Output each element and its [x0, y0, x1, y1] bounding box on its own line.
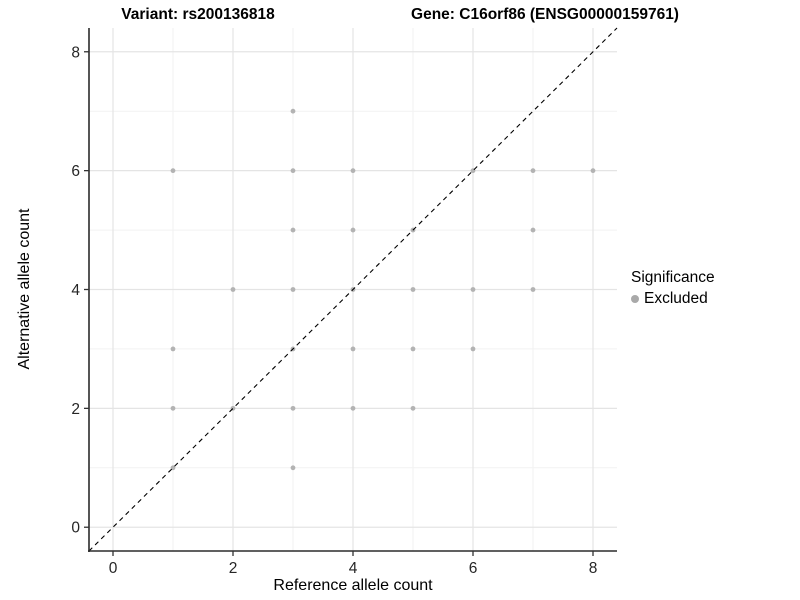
variant-title: Variant: rs200136818 — [121, 6, 275, 23]
data-point — [350, 168, 356, 174]
data-point — [290, 287, 296, 292]
data-point — [590, 168, 596, 174]
y-tick-label: 0 — [71, 520, 80, 537]
gene-title: Gene: C16orf86 (ENSG00000159761) — [411, 6, 679, 23]
x-tick-label: 0 — [109, 560, 118, 577]
data-point — [470, 287, 476, 292]
data-point — [530, 227, 536, 233]
identity-dashed-line — [88, 27, 618, 552]
y-tick-label: 6 — [71, 163, 80, 180]
data-point — [170, 465, 176, 471]
data-point — [530, 168, 536, 174]
data-point — [170, 346, 176, 352]
x-tick-label: 8 — [589, 560, 598, 577]
data-point — [290, 405, 296, 411]
data-point — [230, 287, 236, 292]
y-tick-label: 2 — [71, 401, 80, 418]
data-point — [350, 346, 356, 352]
legend-item-excluded: Excluded — [631, 290, 715, 308]
y-axis-title-anchor: Alternative allele count — [16, 209, 186, 370]
y-tick-label: 4 — [71, 282, 80, 299]
data-point — [170, 405, 176, 411]
data-point — [290, 465, 296, 471]
x-tick-label: 4 — [349, 560, 358, 577]
x-tick-label: 2 — [229, 560, 238, 577]
data-point — [290, 227, 296, 233]
data-point — [410, 346, 416, 352]
data-point — [410, 287, 416, 292]
legend-point-icon — [631, 295, 639, 303]
legend-title: Significance — [631, 269, 715, 286]
y-tick-label: 8 — [71, 44, 80, 61]
data-point — [470, 346, 476, 352]
y-axis-title: Alternative allele count — [16, 208, 33, 370]
data-point — [410, 405, 416, 411]
data-point — [350, 227, 356, 233]
legend: Significance Excluded — [631, 269, 715, 308]
data-point — [170, 168, 176, 174]
legend-item-label: Excluded — [644, 290, 708, 307]
data-point — [530, 287, 536, 292]
data-point — [290, 168, 296, 174]
data-point — [350, 405, 356, 411]
data-point — [290, 108, 296, 114]
x-axis-title: Reference allele count — [273, 577, 433, 594]
x-tick-label: 6 — [469, 560, 478, 577]
